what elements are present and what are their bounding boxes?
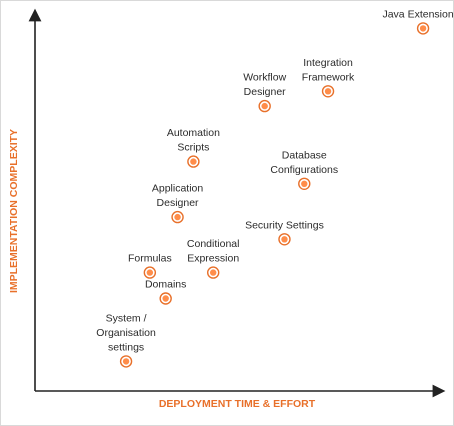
point-marker-core [122, 358, 130, 365]
data-point: Domains [145, 279, 186, 305]
point-label-line: Designer [244, 86, 287, 98]
point-label-line: Workflow [243, 72, 286, 84]
x-axis-title: DEPLOYMENT TIME & EFFORT [159, 398, 316, 410]
point-label: Formulas [128, 253, 172, 265]
data-point: Conditional Expression [187, 238, 240, 279]
point-label-line: Database [282, 149, 327, 161]
point-label: Automation Scripts [167, 127, 220, 154]
point-label-line: Java Extension [382, 8, 453, 20]
point-label: Workflow Designer [243, 72, 286, 99]
data-point: System / Organisation settings [96, 312, 156, 368]
point-marker-core [190, 158, 197, 165]
point-marker-core [301, 180, 308, 187]
point-label: System / Organisation settings [96, 312, 156, 353]
point-marker-core [419, 25, 427, 32]
point-label-line: Scripts [177, 142, 209, 154]
point-label-line: Integration [303, 57, 353, 69]
point-label: Integration Framework [302, 57, 355, 84]
point-label-line: settings [108, 341, 144, 353]
data-point: Security Settings [245, 219, 324, 246]
point-label-line: Designer [157, 197, 200, 209]
data-point: Java Extension [382, 8, 453, 35]
point-label-line: Expression [187, 253, 239, 265]
point-marker-core [261, 102, 268, 110]
point-label-line: Automation [167, 127, 220, 139]
point-label-line: Conditional [187, 238, 240, 250]
point-label: Java Extension [382, 8, 453, 20]
point-label: Database Configurations [270, 149, 338, 176]
data-point: Integration Framework [302, 57, 355, 98]
data-point: Automation Scripts [167, 127, 220, 168]
data-point: Workflow Designer [243, 72, 287, 113]
point-label-line: Framework [302, 71, 355, 83]
point-label-line: Organisation [96, 327, 156, 339]
point-marker-core [162, 295, 169, 302]
point-marker-core [210, 269, 217, 276]
y-axis-title: IMPLEMENTATION COMPLEXITY [8, 129, 20, 293]
point-label-line: Application [152, 183, 204, 195]
data-points: System / Organisation settings Domains Formu… [96, 8, 453, 368]
point-label-line: Formulas [128, 253, 172, 265]
point-marker-core [324, 88, 332, 95]
point-label-line: Configurations [270, 164, 338, 176]
point-label: Domains [145, 279, 186, 291]
point-label: Security Settings [245, 219, 324, 231]
point-label-line: Security Settings [245, 219, 324, 231]
point-marker-core [146, 269, 154, 276]
point-marker-core [281, 236, 288, 243]
data-point: Application Designer [152, 183, 204, 224]
point-label: Conditional Expression [187, 238, 240, 265]
point-label-line: System / [106, 312, 147, 324]
data-point: Database Configurations [270, 149, 338, 191]
point-label-line: Domains [145, 279, 186, 291]
point-marker-core [174, 213, 181, 221]
axes [28, 8, 446, 398]
point-label: Application Designer [152, 183, 204, 210]
data-point: Formulas [128, 253, 172, 279]
